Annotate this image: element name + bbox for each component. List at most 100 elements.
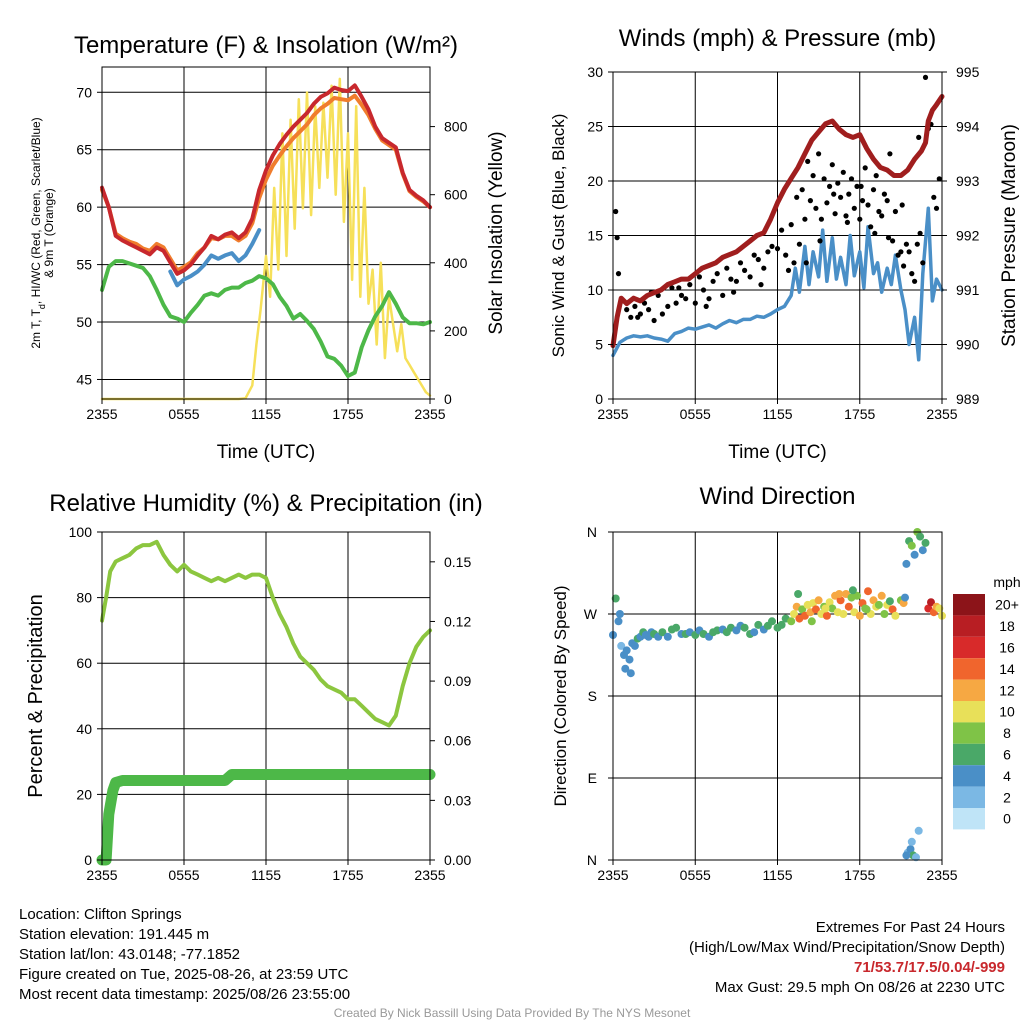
gust-point: [892, 208, 899, 215]
colorbar-swatch: [953, 679, 985, 701]
gust-point: [931, 194, 937, 200]
x-tick-label: 1155: [251, 406, 281, 422]
gust-point: [765, 249, 771, 255]
gust-point: [692, 300, 698, 306]
colorbar-swatch: [953, 658, 985, 680]
gust-point: [783, 252, 789, 258]
extremes-legend: (High/Low/Max Wind/Precipitation/Snow De…: [689, 939, 1005, 956]
colorbar-label: 0: [1003, 811, 1011, 827]
station-info: Location: Clifton Springs Station elevat…: [19, 905, 350, 1005]
direction-point: [902, 559, 911, 568]
grid: [183, 532, 349, 860]
x-tick-label: 2355: [414, 867, 445, 883]
gust-point: [615, 271, 622, 277]
colorbar-swatch: [953, 636, 985, 659]
grid: [183, 67, 349, 399]
gust-point: [659, 311, 666, 317]
gust-point: [909, 271, 915, 277]
gust-point: [903, 241, 910, 247]
direction-point: [912, 853, 920, 862]
gust-point: [848, 176, 855, 182]
direction-point: [777, 620, 786, 629]
gust-point: [632, 303, 638, 309]
chart-title: Temperature (F) & Insolation (W/m²): [74, 32, 458, 59]
gust-point: [899, 202, 905, 208]
direction-point: [614, 617, 623, 626]
gust-point: [755, 256, 761, 263]
colorbar-title: mph: [993, 574, 1020, 590]
gust-point: [751, 252, 757, 258]
y2-tick-label: 0.06: [444, 733, 471, 749]
gust-point: [728, 276, 734, 282]
gust-point: [742, 267, 748, 273]
max-gust-text: Max Gust: 29.5 mph On 08/26 at 2230 UTC: [714, 979, 1005, 996]
colorbar-label: 16: [999, 640, 1015, 656]
chart-title: Relative Humidity (%) & Precipitation (i…: [49, 490, 482, 517]
gust-point: [687, 282, 693, 288]
y-tick-label: 80: [76, 590, 92, 606]
colorbar-swatch: [953, 786, 985, 808]
gust-point: [916, 134, 922, 140]
gust-point: [724, 265, 730, 271]
direction-point: [910, 550, 919, 559]
y-tick-label: 65: [76, 142, 92, 158]
colorbar: mph 20+ 18 16 14 12 10 8 6 4 2 0: [953, 574, 1021, 830]
gust-point: [613, 208, 619, 215]
colorbar-label: 8: [1003, 725, 1011, 741]
gust-point: [865, 202, 871, 208]
direction-point: [794, 590, 803, 598]
y2-tick-label: 800: [444, 119, 468, 135]
y2-tick-label: 989: [956, 391, 980, 407]
gust-point: [714, 271, 720, 277]
latlon-text: Station lat/lon: 43.0148; -77.1852: [19, 946, 241, 963]
y2-tick-label: 600: [444, 187, 468, 203]
gust-point: [788, 222, 794, 228]
y-tick-label: 60: [76, 655, 92, 671]
location-text: Location: Clifton Springs: [19, 906, 182, 923]
y2-tick-label: 994: [956, 119, 980, 135]
direction-point: [869, 596, 878, 605]
gust-point: [676, 285, 682, 291]
gust-point: [846, 191, 852, 197]
x-tick-label: 0555: [680, 867, 711, 883]
direction-point: [626, 669, 635, 678]
gust-point: [824, 200, 830, 206]
direction-point: [750, 628, 759, 637]
recent-data-text: Most recent data timestamp: 2025/08/26 2…: [19, 986, 351, 1003]
gust-point: [810, 173, 816, 179]
x-tick-label: 0555: [680, 406, 711, 422]
direction-point: [615, 610, 624, 618]
y-axis-label-part: , HI/WC (Red, Green, Scarlet/Blue): [29, 117, 43, 304]
x-tick-label: 0555: [168, 406, 199, 422]
gust-point: [873, 173, 879, 179]
direction-point: [855, 611, 864, 620]
series-line-2m-t: [100, 83, 432, 276]
gust-point: [881, 191, 888, 197]
y2-tick-label: 990: [956, 337, 980, 353]
gust-point: [912, 278, 918, 284]
gust-point: [628, 314, 634, 320]
x-axis-label: Time (UTC): [217, 442, 316, 463]
direction-point: [835, 590, 844, 598]
direction-point: [862, 605, 871, 614]
y-axis-label: Sonic Wind & Gust (Blue, Black): [549, 114, 568, 358]
y-tick-label: 15: [587, 228, 603, 244]
direction-point: [630, 641, 639, 650]
y-tick-label: N: [587, 852, 597, 868]
gust-point: [733, 278, 740, 284]
direction-point: [617, 641, 626, 650]
direction-point: [839, 610, 848, 618]
gust-point: [696, 274, 703, 280]
gust-point: [646, 307, 652, 313]
x-tick-label: 2355: [86, 867, 117, 883]
direction-point: [907, 541, 916, 550]
gust-point: [747, 274, 753, 280]
gust-point: [901, 263, 907, 269]
x-tick-label: 1155: [762, 867, 792, 883]
direction-point: [848, 586, 857, 595]
gust-point: [624, 307, 630, 313]
series-line-hi-wc: [168, 228, 262, 288]
gust-point: [832, 211, 838, 217]
gust-point: [813, 205, 819, 211]
